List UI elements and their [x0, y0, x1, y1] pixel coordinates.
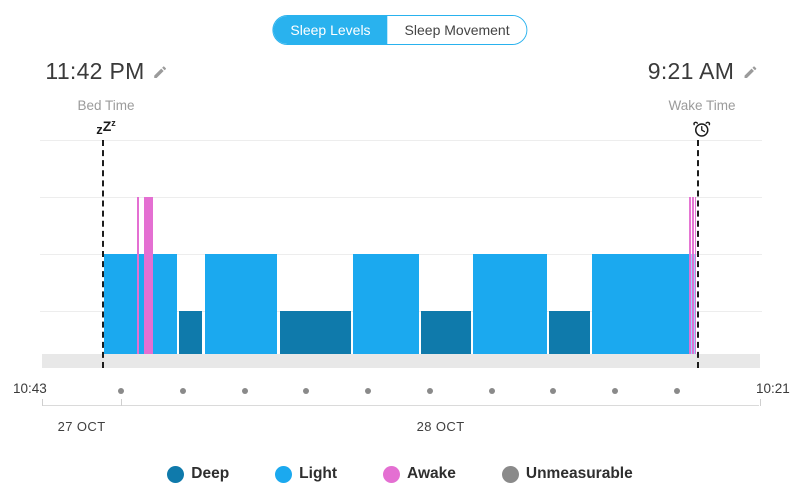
sleep-bar-deep[interactable]: [279, 311, 351, 354]
sleep-bar-light[interactable]: [592, 254, 697, 354]
sleep-bar-light[interactable]: [204, 254, 277, 354]
axis-tick: [760, 399, 761, 406]
tab-sleep-movement[interactable]: Sleep Movement: [387, 16, 527, 44]
legend-item-unmeasurable: Unmeasurable: [501, 465, 633, 483]
date-label: 28 OCT: [416, 419, 465, 434]
wake-time-marker-line: [697, 140, 700, 368]
deep-color-dot-icon: [167, 465, 185, 483]
unmeasurable-color-dot-icon: [501, 465, 519, 483]
wake-time-block: 9:21 AM Wake Time: [648, 58, 757, 139]
hour-dot-icon: [488, 388, 495, 394]
sleep-zzz-icon: zZz: [96, 118, 116, 137]
hour-dot-icon: [365, 388, 372, 394]
hour-dot-icon: [241, 388, 248, 394]
axis-tick: [42, 399, 43, 406]
bed-time-label: Bed Time: [77, 98, 135, 113]
edit-bed-time-pencil-icon[interactable]: [153, 65, 167, 79]
sleep-bar-awake[interactable]: [136, 197, 139, 354]
sleep-bars-layer: [42, 140, 760, 368]
axis-start-time: 10:43: [13, 381, 47, 396]
light-color-dot-icon: [275, 465, 293, 483]
hour-dot-icon: [612, 388, 618, 394]
sleep-bar-deep[interactable]: [178, 311, 203, 354]
sleep-bar-awake[interactable]: [689, 197, 697, 354]
legend-item-deep: Deep: [167, 465, 229, 483]
legend-item-awake: Awake: [383, 465, 456, 483]
gridline: [40, 197, 762, 198]
sleep-bar-deep[interactable]: [420, 311, 471, 354]
wake-time-value: 9:21 AM: [647, 58, 735, 84]
bed-time-value: 11:42 PM: [45, 58, 145, 84]
hour-dot-icon: [303, 388, 310, 394]
sleep-bar-deep[interactable]: [549, 311, 591, 354]
awake-color-dot-icon: [383, 465, 401, 483]
axis-baseline: [42, 405, 759, 406]
legend: Deep Light Awake Unmeasurable: [0, 465, 800, 483]
tab-sleep-levels[interactable]: Sleep Levels: [273, 16, 388, 44]
axis-tick: [121, 399, 123, 406]
hour-dot-icon: [118, 388, 125, 394]
wake-time-label: Wake Time: [668, 98, 736, 113]
hour-dot-icon: [673, 388, 680, 394]
legend-item-light: Light: [275, 465, 337, 483]
unmeasurable-band: [42, 354, 760, 368]
hour-dot-icon: [426, 388, 433, 394]
sleep-bar-light[interactable]: [352, 254, 419, 354]
sleep-levels-chart: [40, 140, 762, 368]
bed-time-block: 11:42 PM Bed Time zZz: [45, 58, 167, 139]
view-toggle: Sleep Levels Sleep Movement: [272, 15, 528, 45]
edit-wake-time-pencil-icon[interactable]: [742, 65, 756, 79]
gridline: [40, 140, 762, 141]
alarm-clock-icon: [648, 117, 757, 139]
sleep-bar-awake[interactable]: [143, 197, 154, 354]
hour-dot-icon: [550, 388, 557, 394]
hour-dot-icon: [179, 388, 186, 394]
axis-end-time: 10:21: [756, 381, 790, 396]
sleep-bar-light[interactable]: [473, 254, 548, 354]
date-label: 27 OCT: [57, 419, 106, 434]
sleep-bar-light[interactable]: [103, 254, 177, 354]
bed-time-marker-line: [101, 140, 104, 368]
